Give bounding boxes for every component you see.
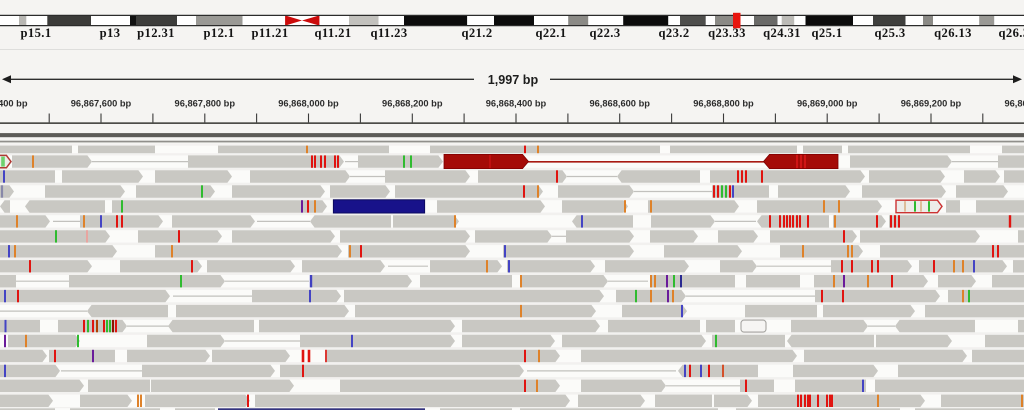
svg-text:96,868,400 bp: 96,868,400 bp (486, 99, 547, 109)
svg-text:96,868,600 bp: 96,868,600 bp (589, 99, 650, 109)
svg-text:q23.2: q23.2 (658, 26, 689, 40)
svg-text:q22.1: q22.1 (535, 26, 566, 40)
svg-text:96,867,800 bp: 96,867,800 bp (175, 99, 236, 109)
svg-text:q22.3: q22.3 (589, 26, 620, 40)
svg-text:96,868,200 bp: 96,868,200 bp (382, 99, 443, 109)
svg-text:q25.1: q25.1 (811, 26, 842, 40)
svg-text:p13: p13 (100, 26, 121, 40)
svg-text:q26.3: q26.3 (998, 26, 1024, 40)
svg-text:96,867,400 bp: 96,867,400 bp (0, 99, 28, 109)
svg-text:p11.21: p11.21 (251, 26, 288, 40)
svg-text:1,997 bp: 1,997 bp (488, 73, 539, 87)
svg-text:q11.23: q11.23 (370, 26, 407, 40)
svg-text:96,868,000 bp: 96,868,000 bp (278, 99, 339, 109)
svg-text:q24.31: q24.31 (763, 26, 801, 40)
svg-text:q23.33: q23.33 (708, 26, 746, 40)
svg-text:96,869,400 bp: 96,869,400 bp (1004, 99, 1024, 109)
svg-text:q25.3: q25.3 (874, 26, 905, 40)
svg-text:96,867,600 bp: 96,867,600 bp (71, 99, 132, 109)
svg-text:p12.31: p12.31 (137, 26, 175, 40)
svg-text:96,868,800 bp: 96,868,800 bp (693, 99, 754, 109)
svg-text:q11.21: q11.21 (314, 26, 351, 40)
svg-text:96,869,200 bp: 96,869,200 bp (901, 99, 962, 109)
svg-text:96,869,000 bp: 96,869,000 bp (797, 99, 858, 109)
svg-text:p15.1: p15.1 (20, 26, 51, 40)
svg-text:p12.1: p12.1 (203, 26, 234, 40)
svg-text:q26.13: q26.13 (934, 26, 972, 40)
svg-text:q21.2: q21.2 (461, 26, 492, 40)
